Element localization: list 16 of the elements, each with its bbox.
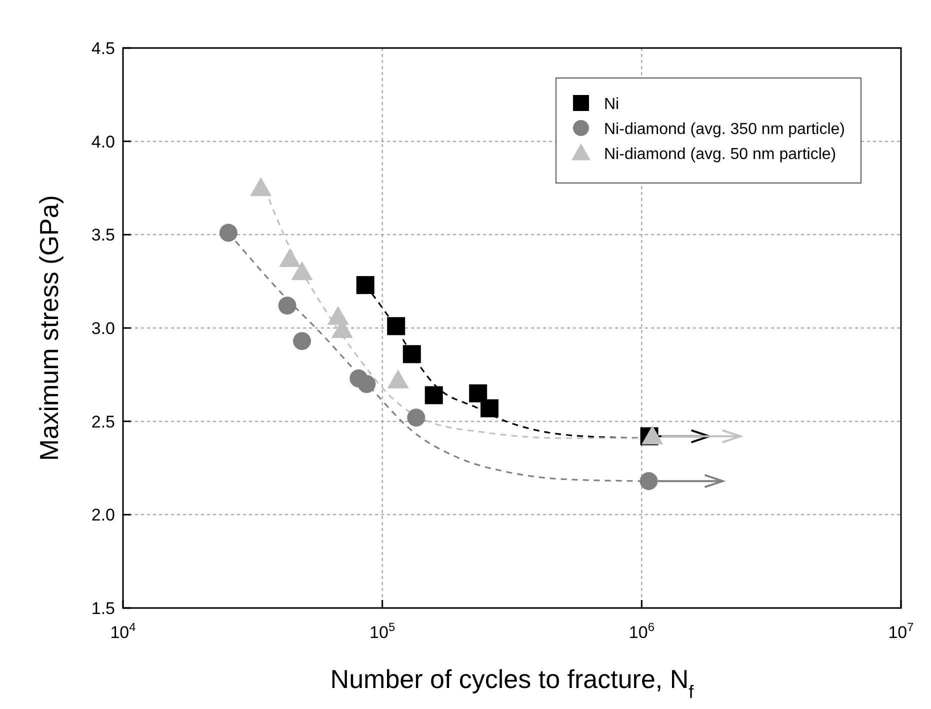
y-axis-title: Maximum stress (GPa) <box>34 195 64 461</box>
legend-label: Ni <box>604 96 620 113</box>
y-tick-label: 2.5 <box>91 412 115 432</box>
x-tick-label: 10$^{6}$ <box>628 620 655 642</box>
y-tick-label: 3.5 <box>91 226 115 245</box>
x-tick-label: 10$^{7}$ <box>888 620 914 642</box>
y-tick-label: 1.5 <box>91 599 115 618</box>
x-tick-label: 10$^{4}$ <box>110 620 136 642</box>
y-tick-label: 3.0 <box>91 319 115 338</box>
x-tick-label: 10$^{5}$ <box>370 620 396 642</box>
y-tick-label: 2.0 <box>91 506 115 525</box>
y-tick-label: 4.5 <box>91 39 115 58</box>
y-tick-label: 4.0 <box>91 132 115 152</box>
x-axis-title: Number of cycles to fracture, N$_{f}$ <box>330 664 695 702</box>
legend-label: Ni-diamond (avg. 350 nm particle) <box>604 121 845 138</box>
legend-label: Ni-diamond (avg. 50 nm particle) <box>604 146 836 163</box>
